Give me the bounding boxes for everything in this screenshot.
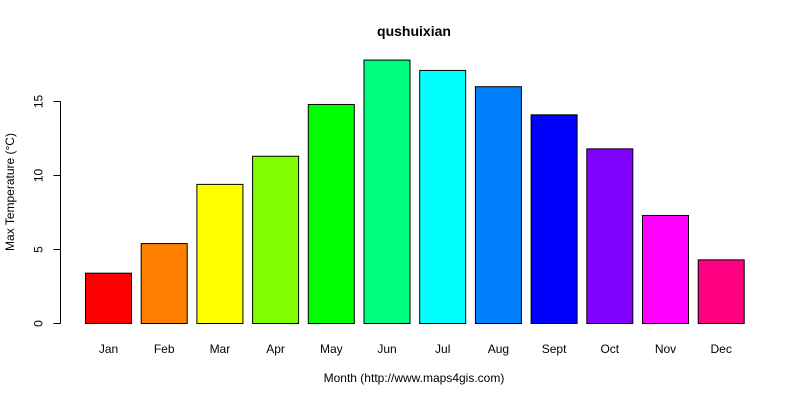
x-tick-label: Apr [266,342,285,356]
bar-apr [252,155,300,324]
x-tick-label: Jun [377,342,396,356]
x-axis-label: Month (http://www.maps4gis.com) [324,371,505,385]
y-tick-label: 5 [32,246,46,253]
x-tick-label: Feb [154,342,175,356]
y-tick-label: 10 [32,169,46,183]
x-tick-label: May [320,342,343,356]
y-axis: 0 5 10 15 [32,95,61,327]
bar-oct [586,148,634,324]
x-tick-labels: Jan Feb Mar Apr May Jun Jul Aug Sept Oct Nov Dec [99,342,732,356]
bars [85,59,745,325]
x-tick-label: Aug [488,342,509,356]
y-tick-label: 15 [32,95,46,109]
x-tick-label: Jul [435,342,450,356]
chart-title: qushuixian [377,23,451,39]
x-tick-label: Nov [655,342,676,356]
bar-nov [642,214,689,325]
bar-mar [196,183,244,324]
x-tick-label: Oct [600,342,619,356]
bar-dec [697,259,745,324]
bar-jan [85,272,132,324]
bar-may [307,103,355,324]
y-axis-label: Max Temperature (°C) [3,133,17,251]
x-tick-label: Sept [542,342,567,356]
bar-feb [140,243,188,324]
x-tick-label: Mar [210,342,231,356]
bar-aug [474,86,522,324]
y-tick-label: 0 [32,320,46,327]
bar-sept [530,114,578,324]
x-tick-label: Jan [99,342,118,356]
x-tick-label: Dec [711,342,732,356]
bar-jul [419,69,467,324]
bar-jun [363,59,411,325]
